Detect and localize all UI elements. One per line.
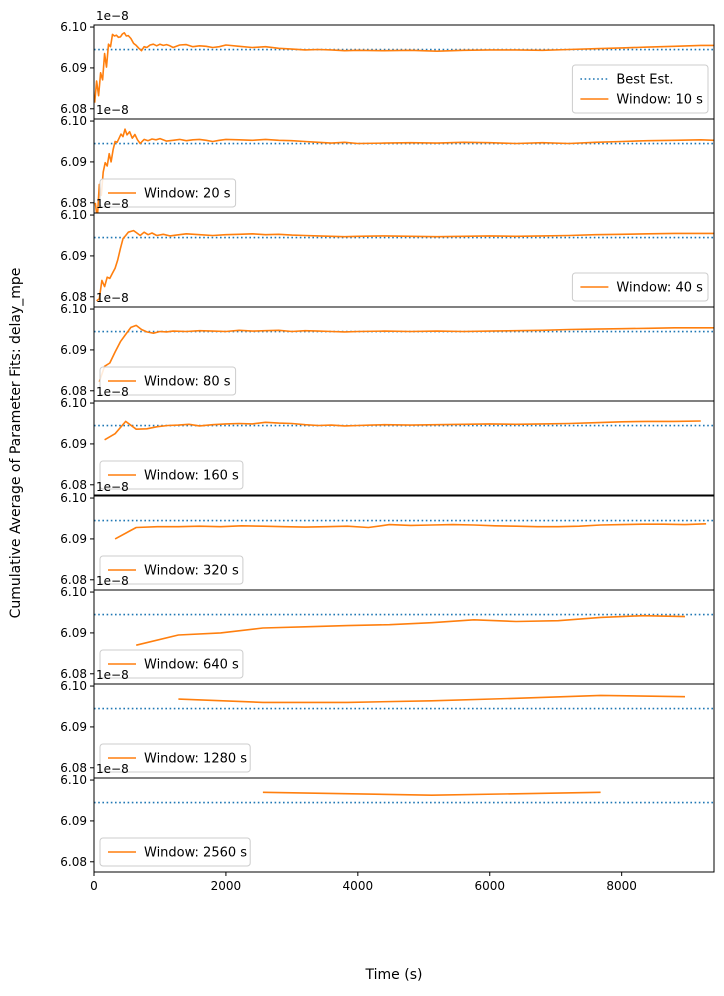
series-line-4 — [98, 324, 714, 383]
legend-box — [571, 64, 709, 114]
legend-box — [99, 743, 251, 773]
y-offset-text: 1e−8 — [96, 197, 129, 211]
legend-label: Window: 80 s — [144, 375, 231, 390]
y-tick-label: 6.10 — [60, 208, 87, 222]
legend-label: Window: 160 s — [144, 469, 239, 484]
y-offset-text: 1e−8 — [96, 103, 129, 117]
series-line-7 — [136, 614, 686, 646]
legend-label: Window: 320 s — [144, 564, 239, 579]
legend: Window: 40 s — [571, 272, 709, 302]
y-tick-label: 6.09 — [60, 155, 87, 169]
series-line-9 — [262, 791, 601, 797]
y-tick-label: 6.08 — [60, 573, 87, 587]
legend-label: Window: 40 s — [616, 281, 703, 296]
series-line-2 — [94, 128, 714, 213]
y-tick-label: 6.08 — [60, 761, 87, 775]
y-tick-label: 6.10 — [60, 302, 87, 316]
legend-box — [99, 460, 244, 490]
y-tick-label: 6.10 — [60, 114, 87, 128]
y-tick-label: 6.09 — [60, 437, 87, 451]
y-tick-label: 6.10 — [60, 396, 87, 410]
panel-2: 6.08 6.09 6.10 1e−8 Window: 20 s — [60, 103, 715, 214]
legend: Window: 640 s — [99, 649, 244, 679]
legend-label: Window: 20 s — [144, 187, 231, 202]
x-tick-label: 4000 — [343, 879, 374, 893]
x-tick-label: 8000 — [606, 879, 637, 893]
legend: Window: 2560 s — [99, 837, 251, 867]
x-axis-label: Time (s) — [365, 967, 423, 983]
y-tick-label: 6.08 — [60, 478, 87, 492]
y-tick-label: 6.09 — [60, 720, 87, 734]
y-tick-label: 6.08 — [60, 667, 87, 681]
y-offset-text: 1e−8 — [96, 291, 129, 305]
panel-5: 6.08 6.09 6.10 1e−8 Window: 160 s — [60, 385, 715, 496]
y-tick-label: 6.08 — [60, 290, 87, 304]
legend-label: Window: 2560 s — [144, 846, 247, 861]
y-tick-label: 6.09 — [60, 249, 87, 263]
legend-label: Window: 640 s — [144, 658, 239, 673]
y-offset-text: 1e−8 — [96, 762, 129, 776]
y-tick-label: 6.09 — [60, 343, 87, 357]
legend-box — [99, 837, 251, 867]
legend-label: Window: 1280 s — [144, 752, 247, 767]
x-tick-label: 2000 — [211, 879, 242, 893]
series-line-3 — [96, 229, 714, 302]
legend: Window: 320 s — [99, 555, 244, 585]
legend-label: Window: 10 s — [616, 93, 703, 108]
y-offset-text: 1e−8 — [96, 9, 129, 23]
y-axis-label: Cumulative Average of Parameter Fits: de… — [8, 268, 24, 619]
y-tick-label: 6.10 — [60, 773, 87, 787]
y-tick-label: 6.08 — [60, 384, 87, 398]
y-offset-text: 1e−8 — [96, 385, 129, 399]
series-line-6 — [114, 523, 707, 540]
y-tick-label: 6.10 — [60, 491, 87, 505]
series-line-5 — [104, 420, 701, 441]
legend-box — [99, 649, 244, 679]
y-offset-text: 1e−8 — [96, 574, 129, 588]
y-tick-label: 6.09 — [60, 814, 87, 828]
y-tick-label: 6.09 — [60, 61, 87, 75]
y-tick-label: 6.09 — [60, 532, 87, 546]
panel-8: 6.08 6.09 6.10 1e−8 Window: 1280 s — [60, 668, 715, 779]
series-line-1 — [94, 31, 714, 103]
legend: Window: 80 s — [99, 366, 237, 396]
y-tick-label: 6.10 — [60, 585, 87, 599]
legend: Window: 160 s — [99, 460, 244, 490]
y-tick-label: 6.10 — [60, 20, 87, 34]
series-line-8 — [178, 694, 686, 704]
x-tick-label: 0 — [90, 879, 98, 893]
legend-box — [99, 366, 237, 396]
y-tick-label: 6.08 — [60, 102, 87, 116]
y-offset-text: 1e−8 — [96, 668, 129, 682]
legend-label: Best Est. — [616, 73, 673, 88]
legend: Window: 1280 s — [99, 743, 251, 773]
panel-1: 6.08 6.09 6.10 1e−8 Best Est. Window: 10 s — [60, 9, 715, 120]
legend-box — [571, 272, 709, 302]
y-tick-label: 6.08 — [60, 855, 87, 869]
panel-4: 6.08 6.09 6.10 1e−8 Window: 80 s — [60, 291, 715, 402]
legend: Window: 20 s — [99, 178, 237, 208]
y-offset-text: 1e−8 — [96, 480, 129, 494]
axes-frame — [93, 400, 715, 496]
legend: Best Est. Window: 10 s — [571, 64, 709, 114]
panel-3: 6.08 6.09 6.10 1e−8 Window: 40 s — [60, 197, 715, 308]
axes-frame — [93, 777, 715, 873]
y-tick-label: 6.08 — [60, 196, 87, 210]
panel-9: 6.08 6.09 6.10 1e−8 0 2000 4000 6000 8000 Window:… — [60, 762, 715, 893]
panel-6: 6.08 6.09 6.10 1e−8 Window: 320 s — [60, 480, 715, 591]
legend-box — [99, 178, 237, 208]
y-tick-label: 6.09 — [60, 626, 87, 640]
y-tick-label: 6.10 — [60, 679, 87, 693]
x-tick-label: 6000 — [474, 879, 505, 893]
legend-box — [99, 555, 244, 585]
